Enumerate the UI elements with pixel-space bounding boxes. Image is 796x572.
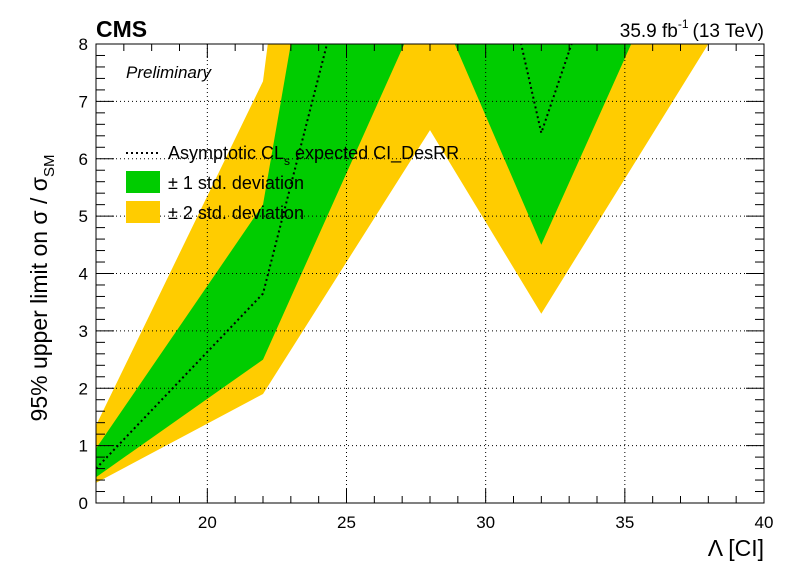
y-tick-label: 2 <box>79 379 88 398</box>
status-label: Preliminary <box>126 63 213 82</box>
legend-expected-label-a: Asymptotic CL <box>168 143 284 163</box>
grid-layer <box>96 44 764 503</box>
y-tick-label: 4 <box>79 265 88 284</box>
lumi-energy-label: 35.9 fb-1 (13 TeV) <box>620 17 764 42</box>
energy-label: (13 TeV) <box>693 21 764 42</box>
y-axis-title-sub: SM <box>41 155 58 178</box>
y-tick-label: 3 <box>79 322 88 341</box>
legend-1sigma-label: ± 1 std. deviation <box>168 173 304 193</box>
legend-1sigma-swatch <box>126 171 160 193</box>
legend-2sigma-label: ± 2 std. deviation <box>168 203 304 223</box>
x-tick-label: 30 <box>476 513 495 532</box>
y-tick-label: 8 <box>79 35 88 54</box>
legend-2sigma-swatch <box>126 201 160 223</box>
band-1sigma <box>96 44 632 478</box>
y-tick-label: 6 <box>79 150 88 169</box>
expected-line-layer <box>96 44 573 470</box>
y-axis-title: 95% upper limit on σ / σSM <box>26 155 58 422</box>
legend-expected-label-b: expected CI_DesRR <box>290 143 459 164</box>
x-axis-title: Λ [CI] <box>708 535 764 561</box>
x-tick-label: 35 <box>615 513 634 532</box>
experiment-label: CMS <box>96 16 147 42</box>
legend: Asymptotic CLs expected CI_DesRR ± 1 std… <box>126 143 459 223</box>
legend-expected-label-sub: s <box>284 154 290 168</box>
band-1sigma-layer <box>96 44 632 478</box>
x-tick-label: 20 <box>198 513 217 532</box>
x-tick-label: 25 <box>337 513 356 532</box>
y-tick-label: 1 <box>79 437 88 456</box>
y-tick-label: 7 <box>79 92 88 111</box>
y-tick-label: 5 <box>79 207 88 226</box>
x-tick-label: 40 <box>755 513 774 532</box>
legend-expected-label: Asymptotic CLs expected CI_DesRR <box>168 143 459 168</box>
y-axis-title-main: 95% upper limit on σ / σ <box>26 177 52 421</box>
lumi-value: 35.9 fb <box>620 21 678 42</box>
expected-limit-line <box>96 44 573 470</box>
y-tick-label: 0 <box>79 494 88 513</box>
tick-layer <box>95 43 765 504</box>
lumi-exponent: -1 <box>678 17 689 31</box>
tick-label-layer: 20 25 30 35 40 0 1 2 3 4 5 6 7 8 <box>79 35 774 532</box>
